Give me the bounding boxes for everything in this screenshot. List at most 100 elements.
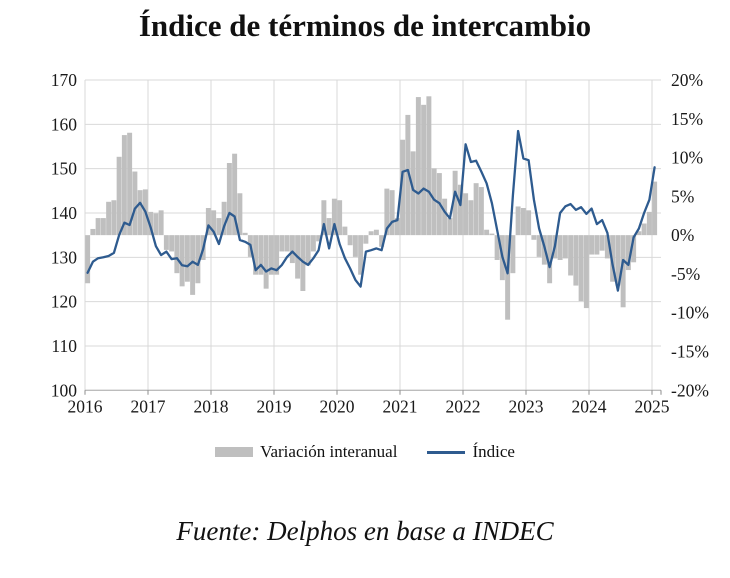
bar-variacion-interanual — [452, 170, 458, 236]
bar-variacion-interanual — [631, 235, 637, 263]
bar-variacion-interanual — [190, 235, 196, 295]
bar-variacion-interanual — [137, 190, 143, 236]
bar-variacion-interanual — [379, 235, 385, 247]
bar-variacion-interanual — [289, 235, 295, 264]
bar-variacion-interanual — [195, 235, 201, 284]
bar-variacion-interanual — [410, 151, 416, 236]
x-axis-year-label: 2019 — [257, 396, 292, 416]
x-axis-year-label: 2017 — [131, 396, 166, 416]
right-axis-tick-label: 10% — [671, 148, 703, 168]
bar-variacion-interanual — [520, 207, 526, 236]
bar-variacion-interanual — [384, 188, 390, 236]
x-axis-year-label: 2024 — [572, 396, 607, 416]
bar-variacion-interanual — [589, 235, 595, 255]
bar-variacion-interanual — [568, 235, 574, 276]
bar-variacion-interanual — [221, 201, 227, 236]
bar-variacion-interanual — [625, 235, 631, 271]
bar-variacion-interanual — [557, 235, 563, 260]
bar-variacion-interanual — [300, 235, 306, 292]
bar-variacion-interanual — [205, 207, 211, 236]
right-axis-tick-label: 15% — [671, 109, 703, 129]
x-axis-year-label: 2023 — [509, 396, 544, 416]
left-axis-tick-label: 120 — [51, 292, 78, 312]
bar-variacion-interanual — [373, 229, 379, 236]
bar-variacion-interanual — [279, 235, 285, 252]
bar-variacion-interanual — [615, 235, 621, 286]
bar-variacion-interanual — [415, 97, 421, 236]
right-axis-tick-label: 20% — [671, 70, 703, 90]
right-axis-tick-label: -5% — [671, 264, 700, 284]
bar-variacion-interanual — [284, 235, 290, 252]
bar-variacion-interanual — [237, 193, 243, 236]
source-caption: Fuente: Delphos en base a INDEC — [176, 516, 554, 546]
bar-variacion-interanual — [111, 200, 117, 236]
bar-series-swatch — [215, 447, 254, 457]
bar-variacion-interanual — [358, 235, 364, 275]
bar-variacion-interanual — [127, 132, 133, 236]
bar-variacion-interanual — [121, 135, 127, 236]
bar-variacion-interanual — [505, 235, 511, 320]
legend-label-indice: Índice — [472, 442, 515, 461]
bar-variacion-interanual — [100, 218, 106, 236]
bar-variacion-interanual — [169, 235, 175, 252]
bar-variacion-interanual — [163, 235, 169, 250]
left-axis-tick-label: 100 — [51, 380, 78, 400]
bar-variacion-interanual — [431, 168, 437, 236]
bar-variacion-interanual — [116, 156, 122, 236]
bar-variacion-interanual — [310, 235, 316, 252]
bar-variacion-interanual — [478, 187, 484, 236]
left-axis-tick-label: 160 — [51, 114, 78, 134]
legend-label-variacion: Variación interanual — [260, 442, 398, 461]
bar-variacion-interanual — [263, 235, 269, 289]
bar-variacion-interanual — [473, 183, 479, 236]
bar-variacion-interanual — [426, 96, 432, 236]
left-axis-tick-label: 150 — [51, 159, 78, 179]
bar-variacion-interanual — [421, 104, 427, 236]
bar-variacion-interanual — [599, 235, 605, 251]
bar-variacion-interanual — [389, 190, 395, 236]
bar-variacion-interanual — [106, 201, 112, 236]
bar-variacion-interanual — [158, 210, 164, 236]
bar-variacion-interanual — [337, 200, 343, 236]
bar-variacion-interanual — [484, 229, 490, 236]
bar-variacion-interanual — [363, 235, 369, 244]
right-axis-tick-label: 0% — [671, 225, 694, 245]
bar-variacion-interanual — [368, 231, 374, 236]
bar-variacion-interanual — [274, 235, 280, 275]
bar-variacion-interanual — [578, 235, 584, 302]
bar-variacion-interanual — [316, 235, 322, 242]
bar-variacion-interanual — [211, 210, 217, 236]
bar-variacion-interanual — [226, 163, 232, 236]
line-indice — [86, 129, 656, 292]
bar-variacion-interanual — [232, 153, 238, 236]
bar-variacion-interanual — [242, 232, 248, 236]
bar-variacion-interanual — [562, 235, 568, 259]
chart-canvas: 170 160 150 140 130 120 110 100 20% 15% 10% 5% 0% -5%… — [51, 70, 709, 416]
bar-variacion-interanual — [463, 193, 469, 236]
bar-variacion-interanual — [531, 235, 537, 240]
bar-variacion-interanual — [510, 235, 516, 274]
left-axis-tick-label: 130 — [51, 247, 78, 267]
bar-variacion-interanual — [526, 210, 532, 236]
x-axis-year-label: 2016 — [68, 396, 103, 416]
bar-variacion-interanual — [258, 235, 264, 275]
legend-item-variacion: Variación interanual — [215, 442, 397, 462]
bar-variacion-interanual — [321, 200, 327, 236]
left-axis-tick-label: 140 — [51, 203, 78, 223]
chart-title: Índice de términos de intercambio — [138, 8, 592, 43]
bar-variacion-interanual — [594, 235, 600, 255]
bar-variacion-interanual — [342, 226, 348, 236]
bar-variacion-interanual — [153, 213, 159, 236]
x-axis-year-label: 2022 — [446, 396, 481, 416]
bar-variacion-interanual — [641, 223, 647, 236]
bar-variacion-interanual — [174, 235, 180, 274]
bar-variacion-interanual — [331, 198, 337, 236]
bar-variacion-interanual — [85, 235, 91, 284]
bar-variacion-interanual — [394, 218, 400, 236]
bar-variacion-interanual — [132, 171, 138, 236]
legend-item-indice: Índice — [427, 442, 515, 462]
bar-variacion-interanual — [184, 235, 190, 282]
right-axis-tick-label: -10% — [671, 303, 709, 323]
right-axis-tick-label: -15% — [671, 342, 709, 362]
